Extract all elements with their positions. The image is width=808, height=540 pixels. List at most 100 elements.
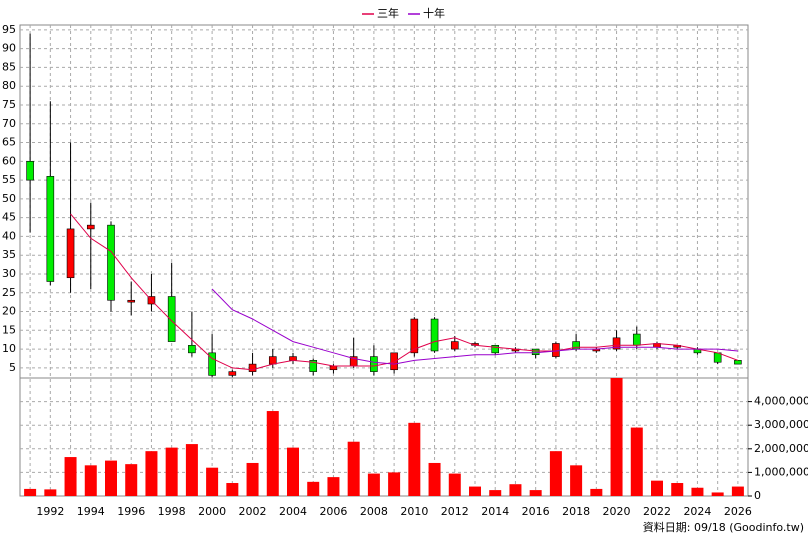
candle-body xyxy=(410,318,419,354)
volume-bar xyxy=(145,451,158,496)
y-tick-label: 60 xyxy=(2,154,16,167)
volume-bar xyxy=(327,477,340,496)
y-tick-label: 30 xyxy=(2,267,16,280)
volume-bar xyxy=(347,441,360,496)
y-tick-label: 85 xyxy=(2,60,16,73)
y-tick-label: 25 xyxy=(2,286,16,299)
volume-bar xyxy=(125,464,138,496)
volume-bar xyxy=(64,457,77,496)
volume-bar xyxy=(307,481,320,496)
ma-line xyxy=(211,288,738,365)
volume-bar xyxy=(266,411,279,496)
y2-tick-label: 3,000,000 xyxy=(754,418,808,431)
y2-tick-label: 2,000,000 xyxy=(754,442,808,455)
x-tick-label: 1992 xyxy=(36,505,64,518)
plot-frame xyxy=(19,24,749,497)
volume-bar xyxy=(388,472,401,496)
ma-line xyxy=(70,213,739,371)
y-tick-label: 35 xyxy=(2,248,16,261)
x-tick-label: 1994 xyxy=(77,505,105,518)
volume-bar xyxy=(691,487,704,496)
y2-tick-label: 1,000,000 xyxy=(754,465,808,478)
y-tick-label: 55 xyxy=(2,173,16,186)
volume-bar xyxy=(185,444,198,496)
candle-body xyxy=(228,371,237,376)
volume-bar xyxy=(590,488,603,496)
y-tick-label: 90 xyxy=(2,42,16,55)
volume-bar xyxy=(529,490,542,496)
x-tick-label: 2024 xyxy=(683,505,711,518)
volume-bar xyxy=(24,488,37,496)
y-tick-label: 75 xyxy=(2,98,16,111)
y-tick-label: 45 xyxy=(2,211,16,224)
volume-bar xyxy=(84,465,97,496)
candle-body xyxy=(289,356,297,361)
y2-tick-label: 0 xyxy=(754,489,761,502)
candle-body xyxy=(713,352,722,363)
volume-bar xyxy=(448,473,461,496)
x-tick-label: 2010 xyxy=(400,505,428,518)
candle-body xyxy=(248,363,257,372)
candle-body xyxy=(46,176,55,282)
x-tick-label: 2014 xyxy=(481,505,509,518)
candle-body xyxy=(86,224,95,230)
volume-bar xyxy=(367,473,380,496)
y-tick-label: 95 xyxy=(2,23,16,36)
volume-bar xyxy=(509,484,522,496)
legend-label: 十年 xyxy=(423,6,445,20)
x-tick-label: 2016 xyxy=(522,505,550,518)
volume-bar xyxy=(651,480,663,496)
x-tick-label: 1996 xyxy=(117,505,145,518)
volume-bar xyxy=(105,460,117,496)
y2-tick-label: 4,000,000 xyxy=(754,395,808,408)
y-tick-label: 40 xyxy=(2,229,16,242)
candle-body xyxy=(208,352,216,376)
volume-bar xyxy=(428,462,441,496)
volume-bar xyxy=(44,489,57,496)
volume-bar xyxy=(549,451,562,496)
candle-body xyxy=(107,224,115,301)
volume-bar xyxy=(469,486,481,496)
candle-body xyxy=(491,345,500,354)
volume-bar xyxy=(489,490,502,496)
x-tick-label: 2020 xyxy=(603,505,631,518)
candle-body xyxy=(390,352,398,371)
x-tick-label: 2002 xyxy=(239,505,267,518)
volume-bar xyxy=(287,447,299,496)
x-tick-label: 2018 xyxy=(562,505,590,518)
y-tick-label: 70 xyxy=(2,117,16,130)
candle-body xyxy=(66,228,75,279)
volume-bar xyxy=(711,492,724,496)
x-tick-label: 2022 xyxy=(643,505,671,518)
volume-bar xyxy=(630,427,643,496)
volume-bar xyxy=(610,378,623,496)
volume-bar xyxy=(206,467,219,496)
x-tick-label: 2026 xyxy=(724,505,752,518)
y-tick-label: 65 xyxy=(2,136,16,149)
candle-body xyxy=(734,360,742,365)
volume-bar xyxy=(226,483,239,496)
x-tick-label: 2008 xyxy=(360,505,388,518)
source-note: 資料日期: 09/18 (Goodinfo.tw) xyxy=(643,520,804,534)
x-tick-label: 2006 xyxy=(319,505,347,518)
x-tick-label: 2012 xyxy=(441,505,469,518)
x-tick-label: 2004 xyxy=(279,505,307,518)
volume-bar xyxy=(408,422,421,496)
candle-body xyxy=(309,360,318,372)
candle-body xyxy=(188,345,196,354)
candle-body xyxy=(268,356,277,365)
y-tick-label: 50 xyxy=(2,192,16,205)
candle-body xyxy=(552,343,560,357)
candle-body xyxy=(632,333,641,346)
volume-bar xyxy=(570,465,583,496)
x-tick-label: 1998 xyxy=(158,505,186,518)
candle-body xyxy=(127,299,136,303)
candle-body xyxy=(26,161,34,181)
volume-bar xyxy=(671,483,684,496)
y-tick-label: 15 xyxy=(2,323,16,336)
candle-body xyxy=(430,318,439,352)
volume-bar xyxy=(731,486,744,496)
y-tick-label: 20 xyxy=(2,305,16,318)
y-tick-label: 5 xyxy=(9,361,16,374)
